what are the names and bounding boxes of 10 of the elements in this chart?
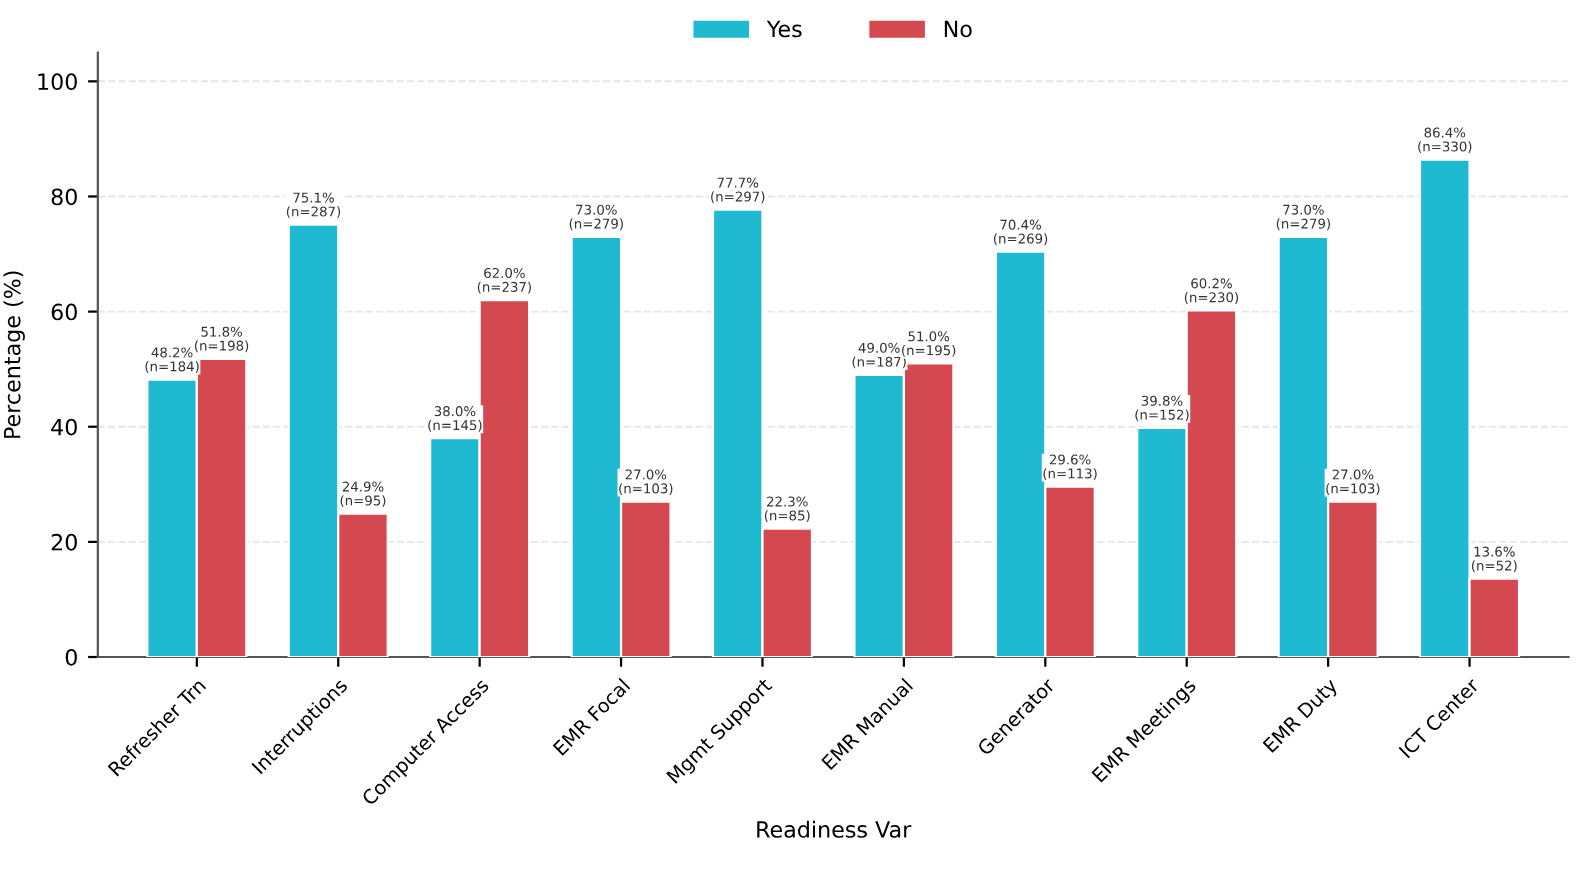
- y-tick-label: 60: [51, 303, 77, 321]
- legend-label: Yes: [766, 20, 802, 38]
- y-tick-label: 80: [51, 188, 77, 206]
- y-tick-label: 100: [38, 73, 77, 91]
- y-axis-title: Percentage (%): [3, 271, 25, 438]
- legend-label: No: [944, 20, 972, 38]
- y-tick-label: 40: [51, 418, 77, 436]
- y-tick-label: 0: [65, 648, 77, 666]
- x-axis-title: Readiness Var: [757, 820, 912, 838]
- y-tick-label: 20: [51, 533, 77, 551]
